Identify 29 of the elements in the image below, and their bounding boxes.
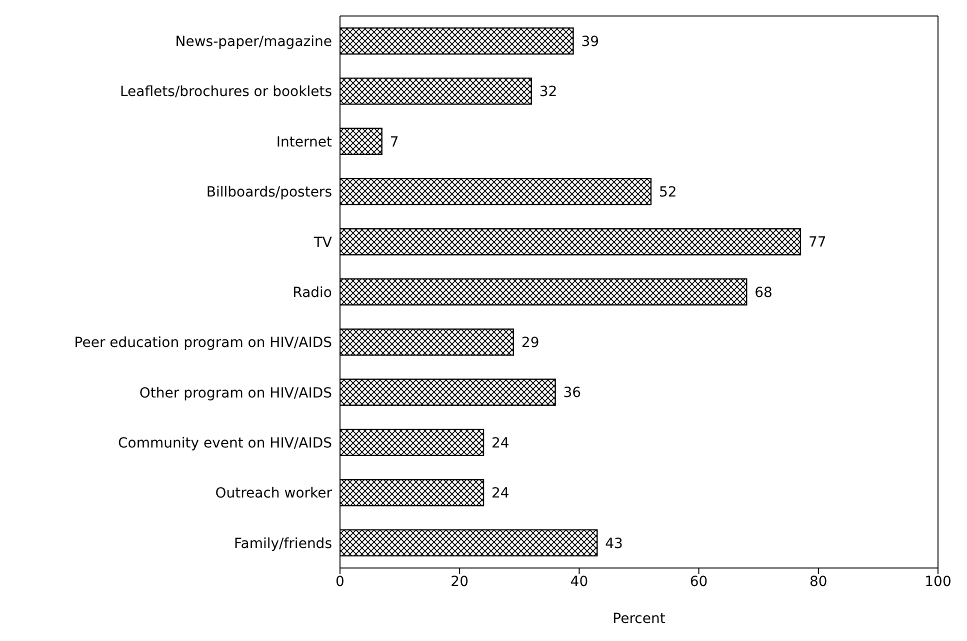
data-label: 32 [539, 84, 558, 100]
y-tick-label: Outreach worker [215, 486, 332, 502]
data-label: 29 [521, 335, 540, 352]
y-tick-label: News-paper/magazine [175, 34, 332, 50]
x-tick-label: 0 [336, 574, 344, 590]
data-label: 68 [754, 284, 772, 301]
y-tick-label: Radio [292, 284, 332, 301]
y-tick-label: Other program on HIV/AIDS [139, 385, 332, 402]
y-tick-label: Leaflets/brochures or booklets [120, 84, 332, 100]
data-label: 39 [581, 34, 600, 50]
data-label: 7 [390, 134, 399, 150]
y-tick-label: TV [312, 234, 332, 251]
x-tick-label: 80 [809, 574, 828, 590]
y-tick-label: Peer education program on HIV/AIDS [74, 335, 332, 352]
y-tick-label: Internet [276, 134, 333, 150]
data-label: 43 [605, 536, 623, 552]
x-tick-label: 40 [570, 574, 588, 590]
data-label: 24 [492, 435, 510, 452]
data-label: 77 [808, 234, 826, 251]
x-tick-label: 100 [924, 574, 952, 590]
x-tick-label: 20 [450, 574, 469, 590]
y-tick-label: Billboards/posters [206, 184, 332, 201]
data-label: 52 [658, 184, 677, 201]
y-tick-label: Community event on HIV/AIDS [118, 436, 332, 452]
data-label: 36 [563, 385, 582, 402]
y-tick-label: Family/friends [234, 536, 332, 552]
x-tick-label: 60 [690, 574, 708, 590]
x-axis-title: Percent [612, 611, 666, 627]
data-label: 24 [492, 486, 510, 502]
